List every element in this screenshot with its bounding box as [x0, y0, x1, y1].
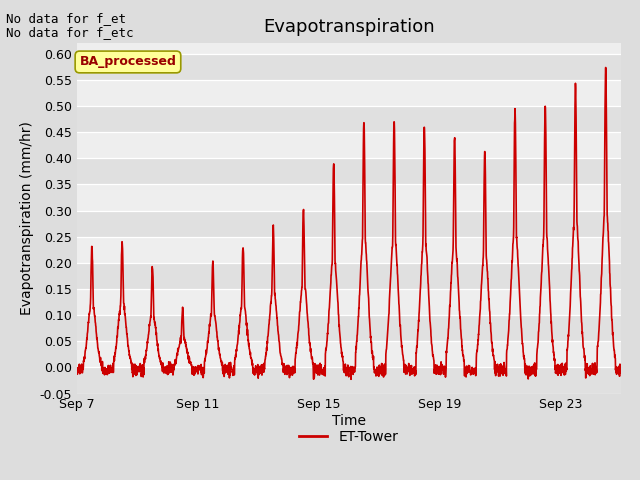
Text: No data for f_etc: No data for f_etc	[6, 26, 134, 39]
Bar	[77, 132, 621, 158]
Title: Evapotranspiration: Evapotranspiration	[263, 18, 435, 36]
Text: No data for f_et: No data for f_et	[6, 12, 127, 25]
Bar	[77, 263, 621, 289]
Legend: ET-Tower: ET-Tower	[294, 425, 404, 450]
Bar	[77, 184, 621, 211]
Bar	[77, 315, 621, 341]
X-axis label: Time: Time	[332, 414, 366, 428]
Bar	[77, 80, 621, 106]
Text: BA_processed: BA_processed	[79, 56, 177, 69]
Bar	[77, 289, 621, 315]
Bar	[77, 54, 621, 80]
Bar	[77, 211, 621, 237]
Y-axis label: Evapotranspiration (mm/hr): Evapotranspiration (mm/hr)	[20, 121, 34, 315]
Bar	[77, 237, 621, 263]
Bar	[77, 368, 621, 394]
Bar	[77, 106, 621, 132]
Bar	[77, 341, 621, 368]
Bar	[77, 158, 621, 184]
